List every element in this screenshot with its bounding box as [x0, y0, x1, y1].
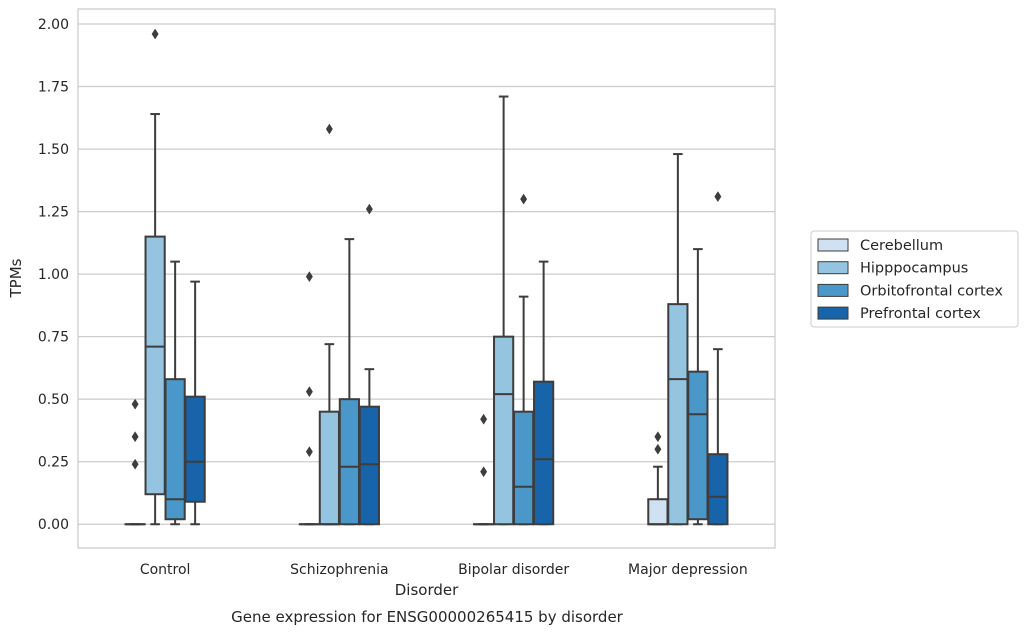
box-orbitofrontal-cortex	[513, 193, 535, 526]
y-axis-ticks: 0.00 0.25 0.50 0.75 1.00 1.25 1.50 1.75 2.00	[38, 17, 69, 533]
outlier-point	[365, 203, 373, 215]
y-tick-label: 0.50	[38, 392, 69, 408]
outlier-point	[520, 193, 528, 205]
outlier-point	[131, 431, 139, 443]
outlier-point	[151, 28, 159, 40]
box-body	[184, 395, 206, 503]
outlier-point	[480, 466, 488, 478]
box-cerebellum	[647, 431, 669, 526]
boxplot-series	[124, 28, 729, 526]
box-body	[144, 235, 166, 496]
y-tick-label: 1.50	[38, 142, 69, 158]
legend: Cerebellum Hipppocampus Orbitofrontal cort…	[810, 230, 1019, 328]
legend-label: Prefrontal cortex	[860, 306, 981, 322]
box-body	[493, 335, 515, 526]
box-prefrontal-cortex	[184, 280, 206, 526]
y-tick-label: 0.75	[38, 330, 69, 346]
box-cerebellum	[298, 271, 320, 526]
legend-swatch	[817, 238, 849, 252]
x-tick-label: Bipolar disorder	[458, 562, 569, 578]
x-tick-label: Schizophrenia	[290, 562, 388, 578]
outlier-point	[325, 123, 333, 135]
outlier-point	[131, 458, 139, 470]
box-body	[358, 405, 380, 526]
legend-swatch	[817, 261, 849, 275]
box-hipppocampus	[318, 123, 340, 526]
box-prefrontal-cortex	[707, 191, 729, 526]
box-body	[647, 498, 669, 526]
box-body	[513, 410, 535, 526]
x-tick-label: Control	[140, 562, 191, 578]
box-hipppocampus	[493, 95, 515, 526]
outlier-point	[480, 413, 488, 425]
box-orbitofrontal-cortex	[164, 260, 186, 526]
legend-label: Orbitofrontal cortex	[860, 283, 1003, 299]
box-body	[533, 380, 555, 526]
y-tick-label: 1.00	[38, 267, 69, 283]
legend-swatch	[817, 306, 849, 320]
outlier-point	[654, 443, 662, 455]
box-orbitofrontal-cortex	[687, 248, 709, 526]
box-body	[667, 303, 689, 526]
box-body	[687, 370, 709, 521]
box-hipppocampus	[144, 28, 166, 526]
y-tick-label: 1.75	[38, 80, 69, 96]
box-orbitofrontal-cortex	[338, 238, 360, 526]
y-tick-label: 2.00	[38, 17, 69, 33]
x-axis-ticks: Control Schizophrenia Bipolar disorder Majo…	[140, 562, 748, 578]
chart-caption: Gene expression for ENSG00000265415 by d…	[231, 608, 624, 626]
legend-label: Cerebellum	[860, 238, 943, 254]
box-prefrontal-cortex	[533, 260, 555, 526]
outlier-point	[305, 446, 313, 458]
outlier-point	[714, 191, 722, 203]
box-cerebellum	[473, 413, 495, 526]
box-hipppocampus	[667, 153, 689, 526]
y-tick-label: 1.25	[38, 205, 69, 221]
legend-swatch	[817, 283, 849, 297]
outlier-point	[654, 431, 662, 443]
box-body	[338, 398, 360, 526]
box-cerebellum	[124, 398, 146, 526]
outlier-point	[305, 271, 313, 283]
box-body	[707, 453, 729, 526]
outlier-point	[305, 386, 313, 398]
y-axis-title: TPMs	[7, 258, 25, 298]
outlier-point	[131, 398, 139, 410]
plot-area-frame	[77, 8, 776, 549]
x-axis-title: Disorder	[395, 581, 459, 599]
box-prefrontal-cortex	[358, 203, 380, 526]
y-tick-label: 0.00	[38, 517, 69, 533]
legend-label: Hipppocampus	[860, 261, 968, 277]
legend-frame	[810, 230, 1019, 328]
box-body	[164, 378, 186, 521]
box-body	[318, 410, 340, 526]
x-tick-label: Major depression	[628, 562, 748, 578]
y-tick-label: 0.25	[38, 455, 69, 471]
